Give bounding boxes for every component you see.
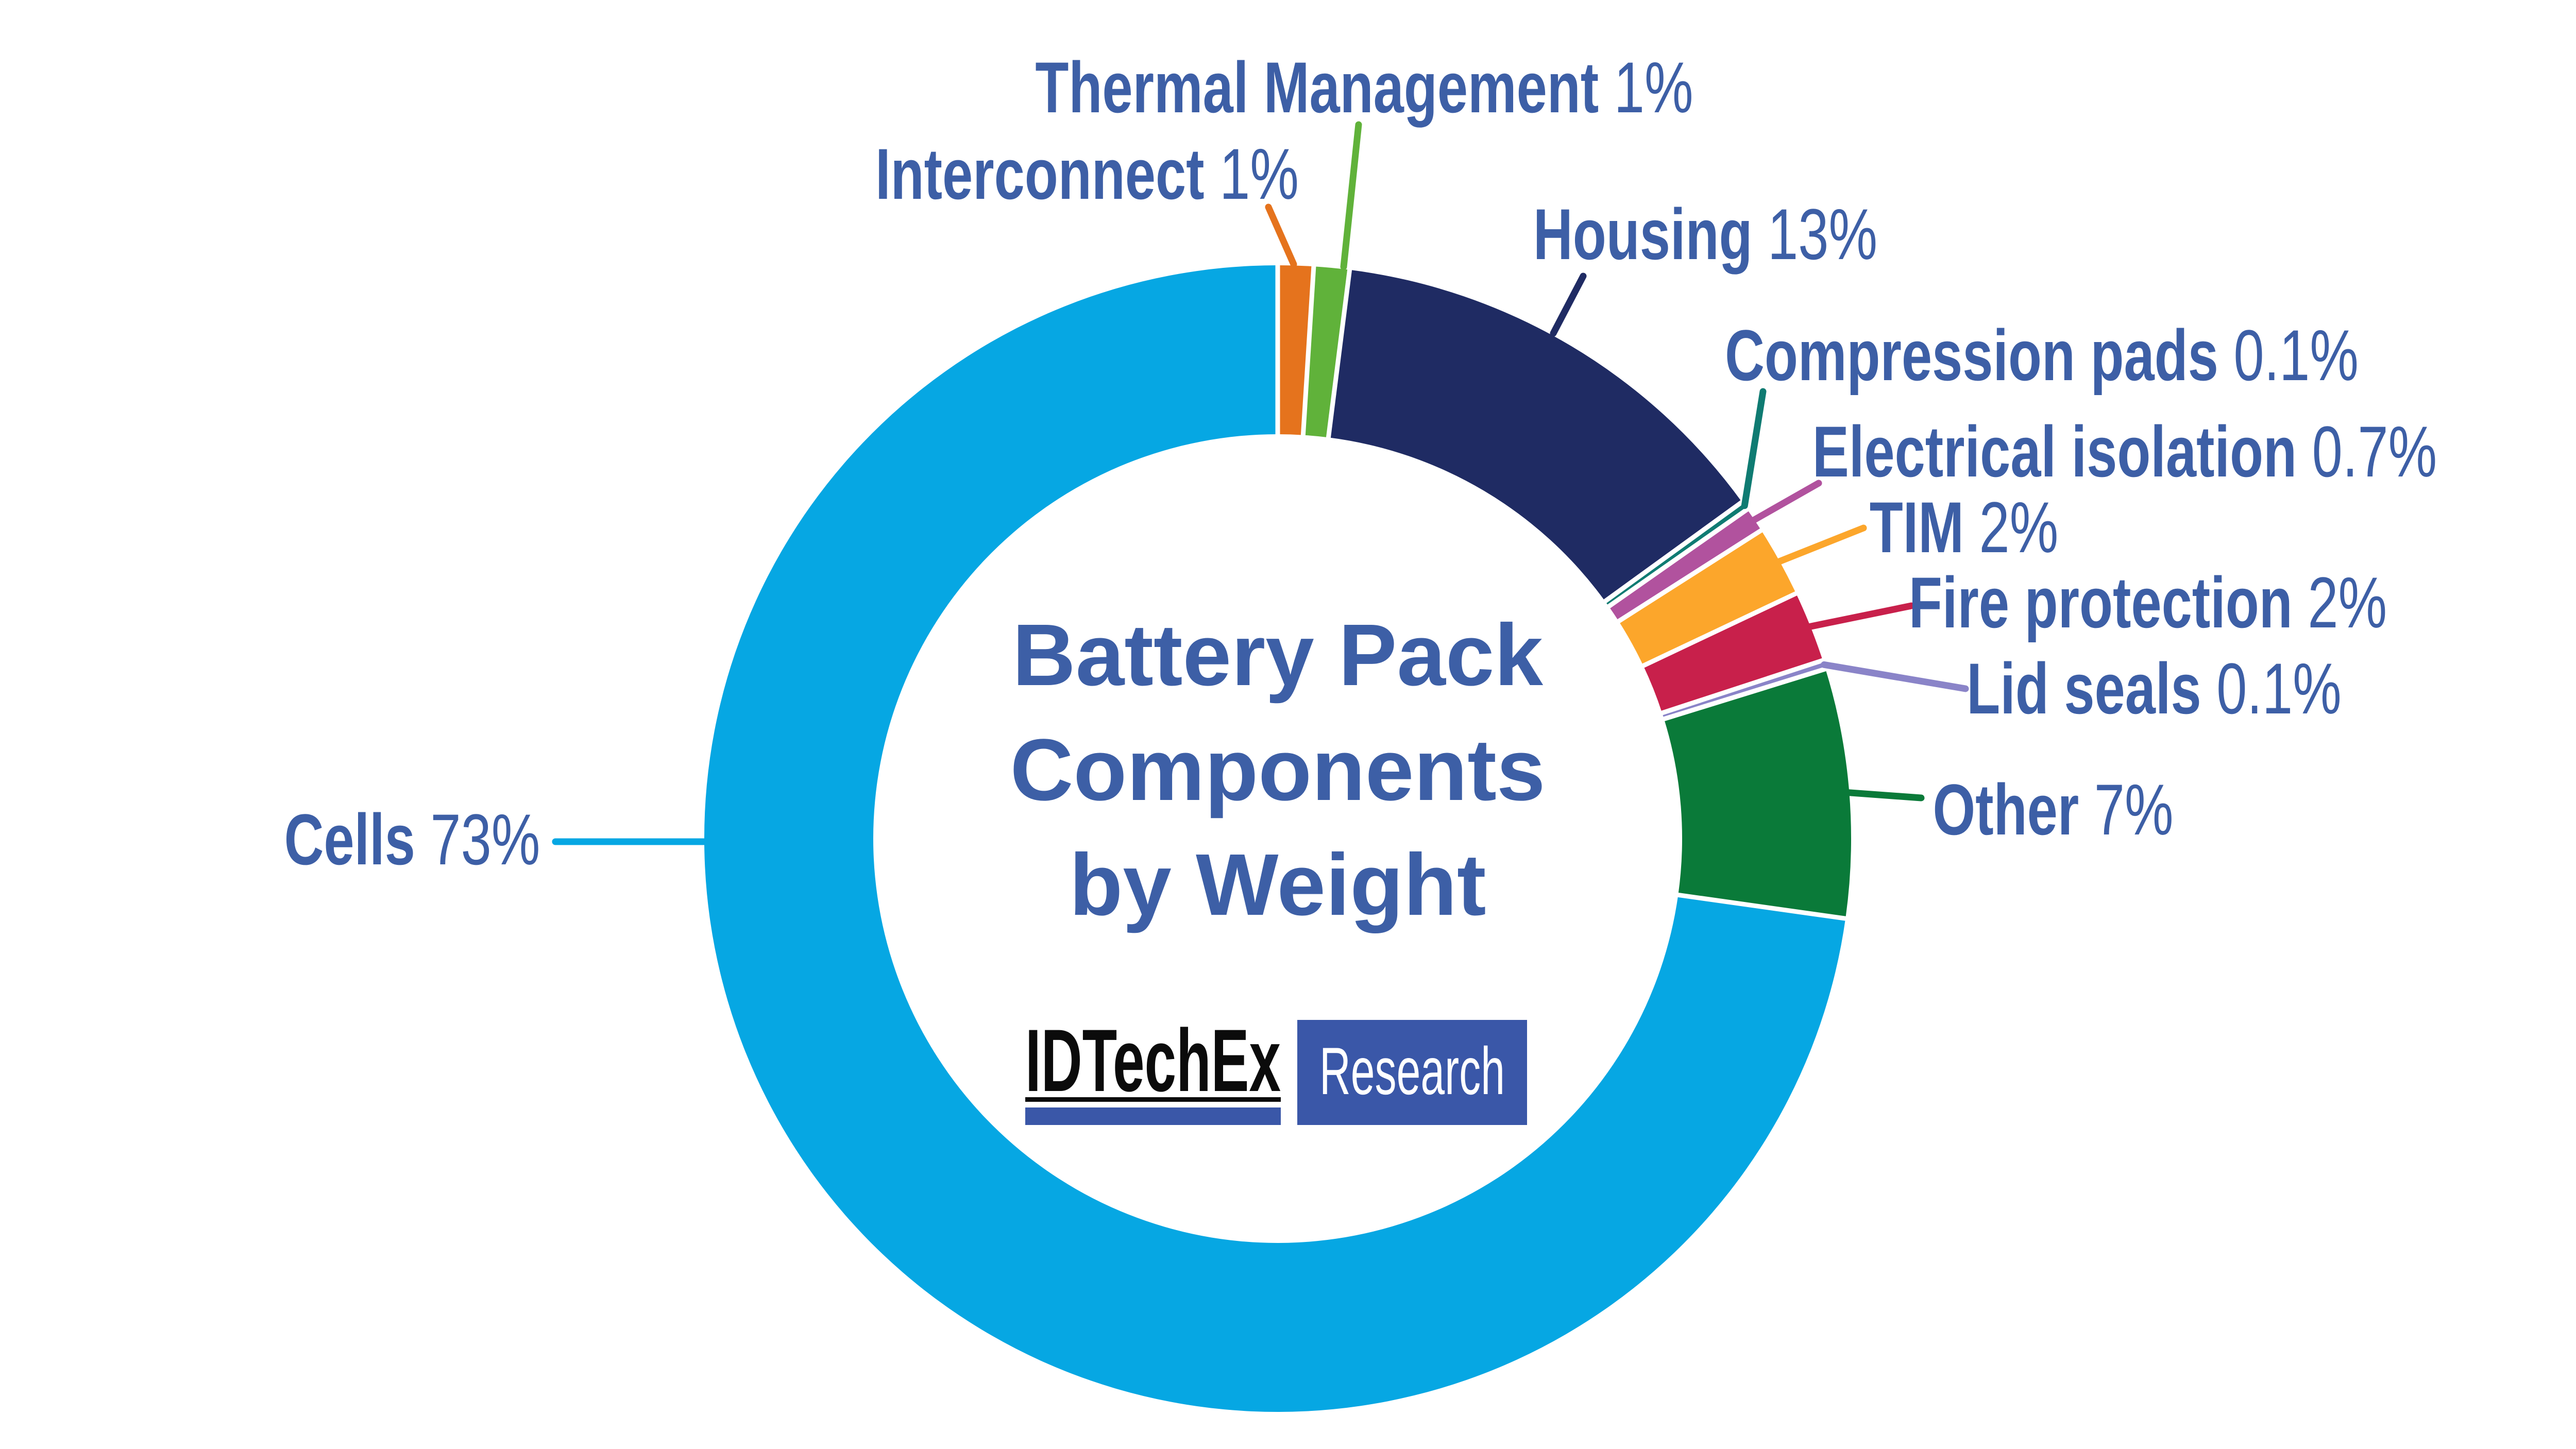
- slice-compression-pads: [1605, 502, 1748, 607]
- leader-interconnect: [1265, 203, 1297, 268]
- idtechex-logo-text: IDTechEx: [1025, 1011, 1281, 1110]
- leader-lines: [552, 121, 1969, 845]
- leader-fire-protection: [1807, 602, 1915, 630]
- idtechex-logo-underline: [1025, 1097, 1281, 1102]
- leader-compression-pads: [1741, 388, 1767, 509]
- slice-fire-protection: [1643, 593, 1823, 713]
- slice-tim: [1618, 530, 1797, 666]
- leader-thermal-management: [1340, 121, 1362, 270]
- slice-separator: [1674, 892, 1848, 922]
- slice-separator: [1300, 264, 1316, 438]
- slice-separator: [1660, 666, 1828, 722]
- leader-housing: [1550, 272, 1587, 337]
- slice-separator: [1615, 527, 1764, 625]
- slice-thermal-management: [1303, 266, 1350, 438]
- slice-separator: [1605, 506, 1750, 610]
- slice-other: [1664, 669, 1851, 919]
- chart-title-line-1: Battery Pack: [1012, 606, 1544, 704]
- leader-lid-seals: [1821, 661, 1969, 692]
- slice-separators: [1275, 264, 1848, 922]
- leader-tim: [1776, 524, 1867, 565]
- slice-separator: [1601, 499, 1745, 605]
- chart-title-line-2: Components: [1010, 721, 1546, 819]
- leader-other: [1845, 789, 1925, 802]
- slice-separator: [1326, 268, 1352, 441]
- donut-slices: [704, 265, 1851, 1412]
- slice-electrical-isolation: [1608, 509, 1761, 621]
- idtechex-logo-bar: [1025, 1107, 1281, 1125]
- idtechex-logo: IDTechEx Research: [1025, 1011, 1527, 1125]
- research-badge-text: Research: [1319, 1033, 1505, 1109]
- slice-separator: [1639, 590, 1799, 669]
- slice-cells: [704, 265, 1846, 1412]
- research-badge-box: [1297, 1020, 1527, 1125]
- slice-housing: [1328, 269, 1742, 602]
- slice-separator: [1658, 657, 1825, 717]
- chart-title-line-3: by Weight: [1069, 836, 1486, 934]
- leader-electrical-isolation: [1751, 480, 1822, 523]
